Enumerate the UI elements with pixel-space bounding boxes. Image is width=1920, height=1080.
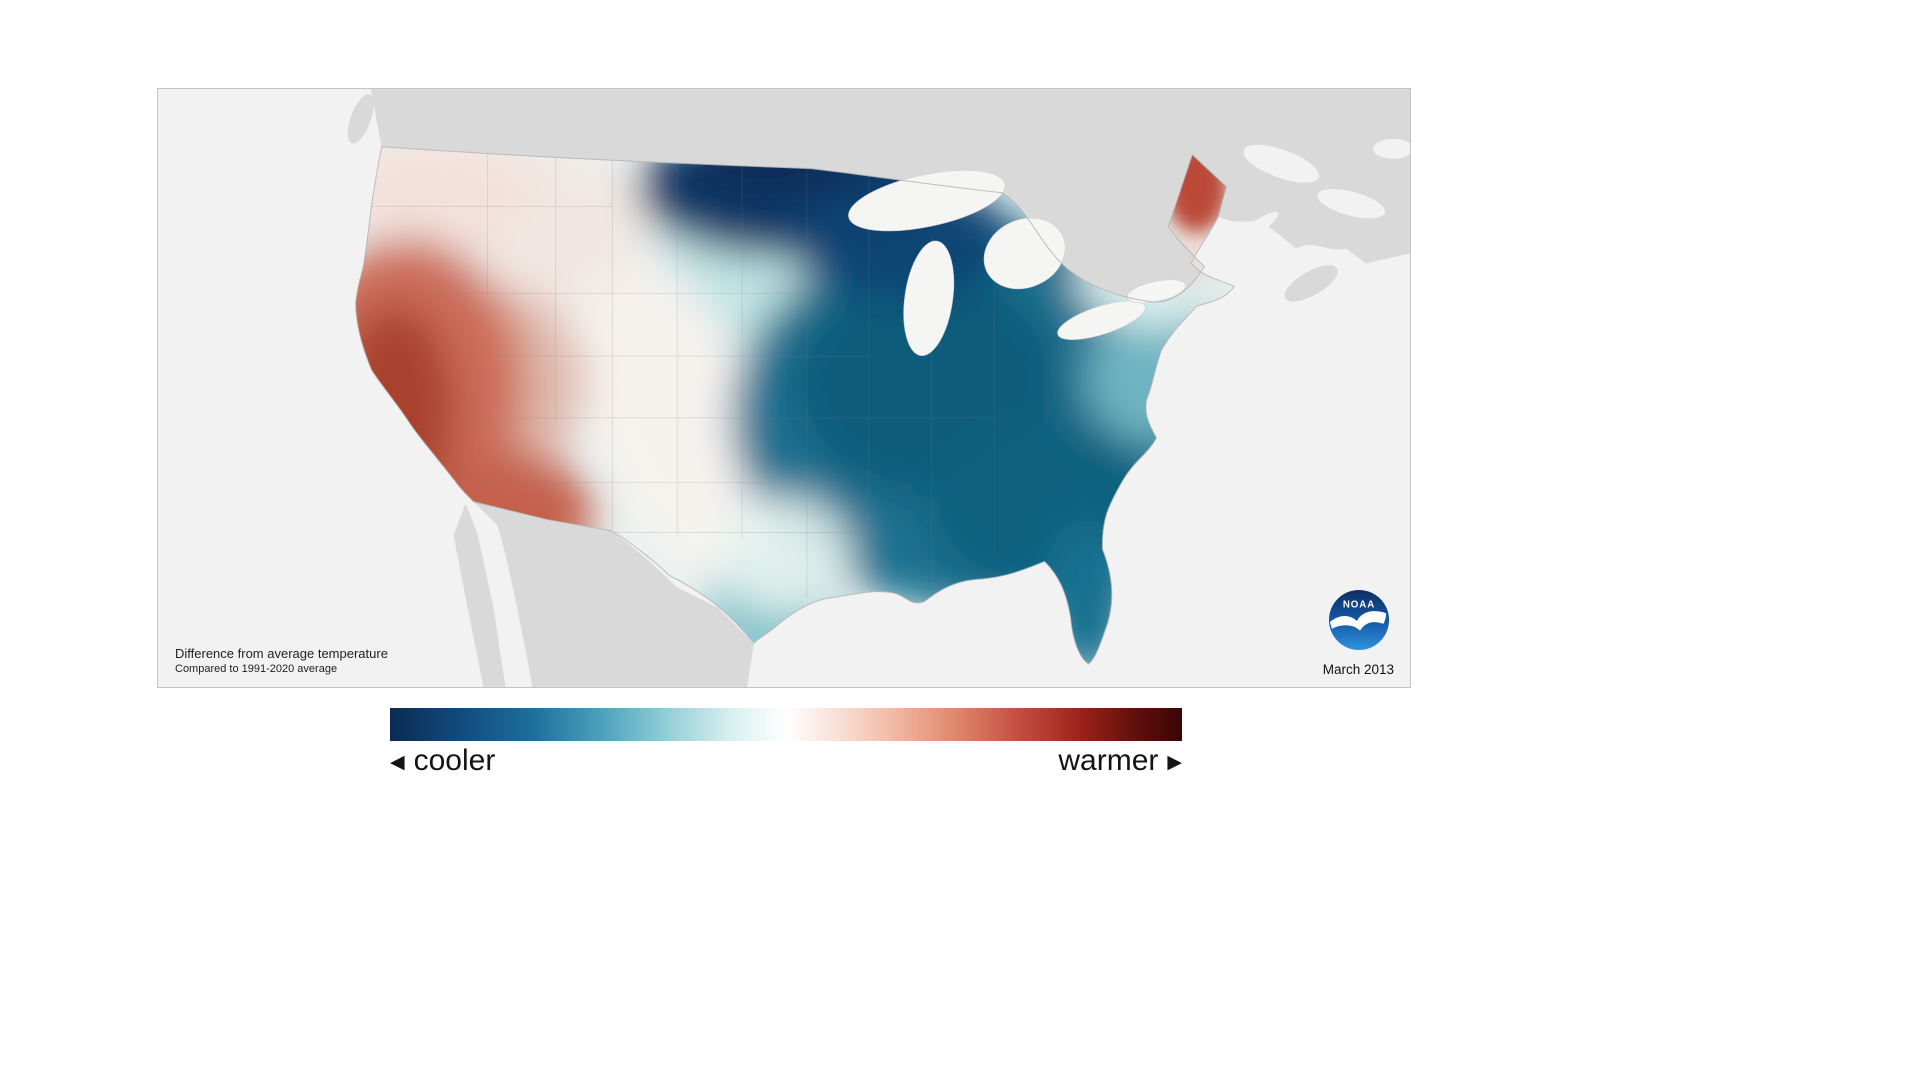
lake-superior (848, 170, 1006, 232)
noaa-logo-text: NOAA (1343, 599, 1375, 610)
map-caption: Difference from average temperature Comp… (175, 645, 388, 677)
noaa-seagull-icon (1329, 611, 1387, 631)
legend-cooler: ◀ cooler (390, 744, 495, 778)
lake-erie (1057, 300, 1146, 340)
caption-line-2: Compared to 1991-2020 average (175, 663, 338, 676)
noaa-logo-icon: NOAA (1328, 589, 1390, 651)
lake-huron (983, 217, 1066, 290)
caption-line-1: Difference from average temperature (175, 645, 388, 661)
legend-warmer: warmer ▶ (1058, 744, 1182, 778)
cooler-label: cooler (413, 744, 496, 777)
us-temperature-anomaly-map (158, 89, 1410, 687)
state-borders (355, 146, 996, 598)
noaa-logo: NOAA (1328, 589, 1390, 651)
cooler-arrow-icon: ◀ (390, 752, 405, 773)
great-lakes (848, 170, 1187, 356)
legend-labels: ◀ cooler warmer ▶ (390, 744, 1182, 778)
colorbar (390, 708, 1182, 741)
warmer-label: warmer (1058, 744, 1159, 777)
mexico-landmass (453, 501, 755, 687)
warmer-arrow-icon: ▶ (1167, 752, 1182, 773)
us-border-outline (355, 146, 1236, 665)
map-date: March 2013 (1322, 662, 1394, 677)
lake-michigan (903, 240, 955, 356)
temperature-anomaly-map-panel: Difference from average temperature Comp… (157, 88, 1411, 688)
canada-landmass (347, 89, 1410, 303)
